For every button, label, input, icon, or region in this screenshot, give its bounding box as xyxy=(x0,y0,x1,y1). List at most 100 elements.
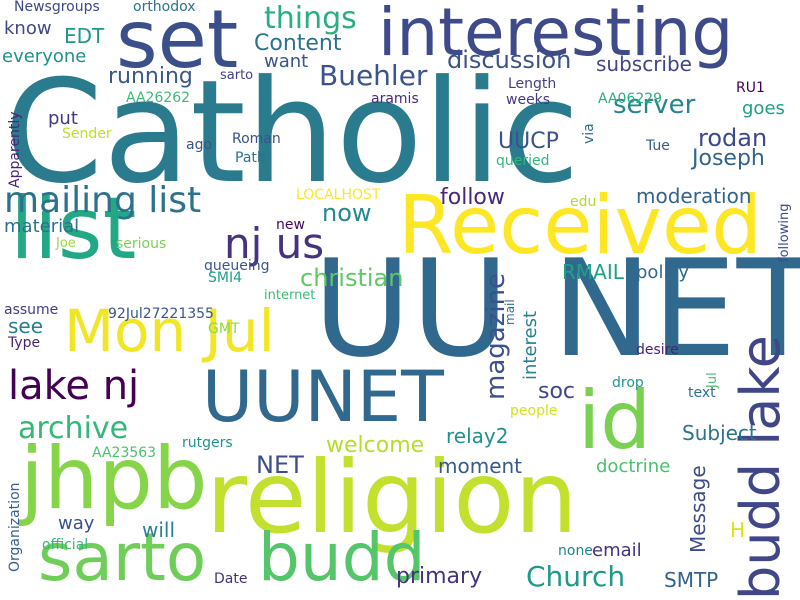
word-assume: assume xyxy=(4,302,59,318)
word-primary: primary xyxy=(396,564,483,589)
word-soc: soc xyxy=(538,379,576,404)
word-via: via xyxy=(581,123,597,144)
word-serious: serious xyxy=(116,236,167,252)
word-sarto: sarto xyxy=(220,68,254,83)
word-email: email xyxy=(592,540,642,561)
word-none: none xyxy=(558,543,593,559)
word-aramis: aramis xyxy=(371,91,419,107)
word-catholic: Catholic xyxy=(4,50,580,215)
word-church: Church xyxy=(526,560,626,593)
word-internet: internet xyxy=(264,288,316,303)
word-newsgroups: Newsgroups xyxy=(14,0,100,15)
word-text: text xyxy=(688,385,716,401)
word-ago: ago xyxy=(186,137,213,153)
word-uu-net: UU NET xyxy=(313,231,800,387)
word-way: way xyxy=(58,513,95,534)
word-weeks: weeks xyxy=(506,92,551,108)
word-doctrine: doctrine xyxy=(596,456,671,477)
word-will: will xyxy=(142,518,176,542)
word-roman: Roman xyxy=(232,131,281,147)
word-moderation: moderation xyxy=(636,184,752,208)
word-everyone: everyone xyxy=(2,46,87,67)
word-message: Message xyxy=(686,465,710,553)
word-budd-lake: budd lake xyxy=(729,335,792,600)
word-official: official xyxy=(42,537,89,553)
word-aa06229: AA06229 xyxy=(598,91,663,107)
word-net: NET xyxy=(256,451,304,479)
word-apparently: Apparently xyxy=(7,111,23,188)
word-rutgers: rutgers xyxy=(182,435,233,451)
word-aa26262: AA26262 xyxy=(126,90,191,106)
word-things: things xyxy=(264,1,357,36)
word-new: new xyxy=(276,217,305,233)
word-subscribe: subscribe xyxy=(596,52,692,76)
word-aa23563: AA23563 xyxy=(92,445,157,461)
word-received: Received xyxy=(398,179,762,272)
word-people: people xyxy=(510,403,558,419)
word-lake-nj: lake nj xyxy=(8,363,140,409)
word-type: Type xyxy=(8,335,41,351)
word-queueing: queueing xyxy=(204,258,270,274)
word-localhost: LOCALHOST xyxy=(296,187,381,203)
word-edu: edu xyxy=(570,194,597,210)
word-length: Length xyxy=(508,76,557,92)
word-know: know xyxy=(4,18,52,39)
word-moment: moment xyxy=(438,454,523,478)
word-running: running xyxy=(108,64,193,89)
word-drop: drop xyxy=(612,375,644,391)
word-now: now xyxy=(322,199,372,227)
word-jhpb: jhpb xyxy=(20,429,208,529)
word-sender: Sender xyxy=(62,126,112,142)
word-nj-us: nj us xyxy=(224,219,325,268)
word-follow: follow xyxy=(440,185,505,210)
word-list: list xyxy=(10,179,137,279)
word-ru1: RU1 xyxy=(736,80,765,96)
word-joseph: Joseph xyxy=(692,146,765,171)
word-material: material xyxy=(4,216,80,237)
word-interesting: interesting xyxy=(378,0,734,71)
word-organization: Organization xyxy=(7,482,23,572)
word-subject: Subject xyxy=(682,421,757,445)
word-queried: queried xyxy=(496,153,550,169)
word-content: Content xyxy=(254,31,342,56)
word-religion: religion xyxy=(206,439,578,556)
word-joe: Joe xyxy=(56,236,76,251)
word-budd: budd xyxy=(258,519,426,596)
word-policy: policy xyxy=(636,262,689,283)
word-goes: goes xyxy=(742,98,785,119)
word-smtp: SMTP xyxy=(664,568,719,592)
word-put: put xyxy=(48,108,78,129)
word-discussion: discussion xyxy=(447,46,572,74)
word-mon-jul: Mon Jul xyxy=(64,297,275,365)
word-rmail: RMAIL xyxy=(562,260,624,284)
word-interest: interest xyxy=(520,310,541,380)
word-relay2: relay2 xyxy=(446,424,509,448)
word-buehler: Buehler xyxy=(319,59,428,92)
word-archive: archive xyxy=(18,411,129,446)
word-uunet: UUNET xyxy=(202,356,444,438)
word-date: Date xyxy=(214,571,248,587)
word-set: set xyxy=(116,0,239,86)
word-92jul27221355: 92Jul27221355 xyxy=(108,306,214,322)
word-edt: EDT xyxy=(64,24,105,48)
word-smi4: SMI4 xyxy=(208,270,243,286)
word-desire: desire xyxy=(636,342,679,358)
word-server: server xyxy=(613,90,696,120)
word-h: H xyxy=(730,518,746,542)
word-mailing-list: mailing list xyxy=(4,180,202,221)
word-christian: christian xyxy=(300,264,404,292)
word-gmt: GMT xyxy=(208,321,240,337)
word-jul: Jul xyxy=(705,372,720,388)
word-sarto: sarto xyxy=(38,519,207,596)
word-id: id xyxy=(578,374,652,467)
word-magazine: magazine xyxy=(481,272,511,400)
word-orthodox: orthodox xyxy=(133,0,196,15)
word-see: see xyxy=(8,314,44,338)
word-rodan: rodan xyxy=(698,124,768,152)
word-mail: mail xyxy=(503,299,517,325)
word-want: want xyxy=(264,51,309,72)
word-path: Path xyxy=(235,150,266,166)
word-uucp: UUCP xyxy=(498,129,559,154)
word-tue: Tue xyxy=(646,138,670,154)
